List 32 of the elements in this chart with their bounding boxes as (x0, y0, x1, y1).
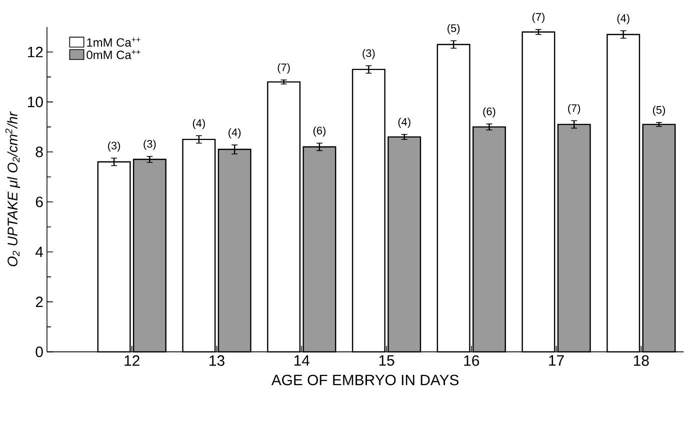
annotation: (4) (192, 119, 205, 130)
annotation: (3) (144, 140, 156, 150)
annotation: (4) (398, 118, 410, 128)
y-tick-label: 4 (36, 246, 44, 258)
y-axis-title: O$_{2}$ UPTAKE μl O$_{2}$/cm$^{2}$/hr (5, 111, 20, 266)
x-tick-label: 12 (124, 355, 140, 366)
annotation: (5) (448, 24, 460, 34)
x-axis-title: AGE OF EMBRYO IN DAYS (271, 374, 459, 386)
x-tick-label: 17 (549, 355, 564, 366)
legend-label: 1mM Ca$^{++}$ (87, 38, 140, 47)
x-tick-label: 14 (294, 355, 310, 366)
y-tick-label: 12 (28, 46, 43, 58)
legend-label: 0mM Ca$^{++}$ (86, 50, 140, 60)
y-tick-label: 8 (36, 146, 43, 158)
annotation: (3) (362, 49, 375, 60)
y-tick-label: 6 (36, 196, 43, 208)
annotation: (5) (652, 106, 665, 116)
x-tick-label: 16 (464, 355, 480, 366)
annotation: (6) (313, 126, 326, 137)
y-tick-label: 10 (28, 96, 43, 108)
x-tick-label: 18 (634, 355, 649, 366)
annotation: (3) (108, 142, 120, 152)
annotation: (7) (532, 12, 544, 24)
annotation: (7) (568, 104, 580, 114)
x-tick-label: 15 (379, 355, 394, 366)
y-tick-label: 0 (36, 346, 43, 358)
y-tick-label: 2 (36, 296, 43, 308)
annotation: (6) (483, 107, 496, 118)
annotation: (4) (228, 128, 241, 139)
annotation: (7) (278, 63, 290, 74)
annotation: (4) (617, 14, 630, 24)
x-tick-label: 13 (210, 355, 224, 366)
